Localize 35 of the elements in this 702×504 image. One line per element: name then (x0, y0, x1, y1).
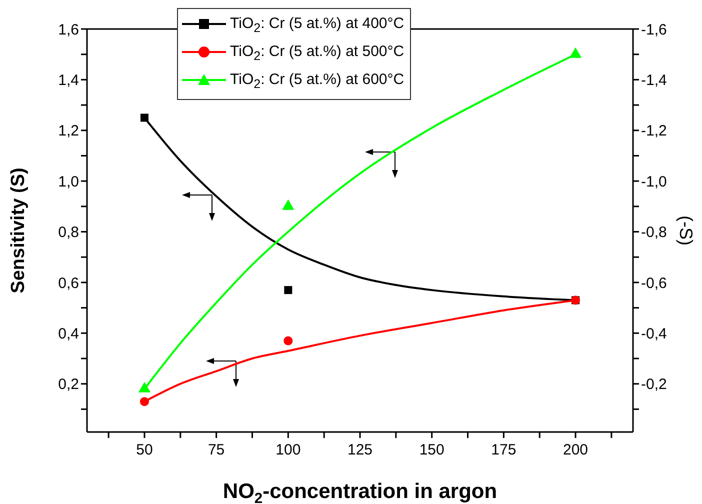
point (284, 286, 292, 294)
point (569, 47, 582, 58)
y2-tick-label: -1,0 (641, 173, 667, 190)
point (140, 114, 148, 122)
x-tick-label: 50 (136, 442, 153, 459)
y-tick-label: 0,6 (58, 274, 79, 292)
y2-tick-label: -0,8 (641, 224, 667, 242)
x-tick-label: 200 (563, 442, 588, 459)
x-tick-label: 175 (491, 442, 516, 459)
y2-tick-label: -0,6 (641, 274, 667, 292)
point (282, 199, 294, 210)
y-tick-label: 0,8 (58, 224, 79, 242)
legend-label: TiO$_{2}$: Cr (5 at.%) at 600°C (230, 71, 404, 91)
y2-tick-label: -0,4 (641, 325, 667, 342)
y-tick-label: 1,2 (58, 122, 79, 140)
y-tick-label: 1,4 (58, 72, 79, 90)
point (140, 397, 149, 406)
x-tick-label: 75 (208, 442, 225, 459)
y2-tick-label: -1,4 (641, 72, 667, 90)
y2-tick-label: -1,6 (641, 21, 667, 38)
y-tick-label: 1,0 (58, 173, 79, 190)
x-axis-title: NO$_{2}$-concentration in argon (222, 480, 498, 504)
y-tick-label: 1,6 (58, 21, 79, 38)
y-tick-label: 0,2 (58, 376, 79, 394)
legend-label: TiO$_{2}$: Cr (5 at.%) at 500°C (230, 43, 404, 63)
legend-label: TiO$_{2}$: Cr (5 at.%) at 400°C (230, 15, 404, 35)
x-tick-label: 125 (347, 442, 373, 459)
point (284, 336, 293, 346)
y2-tick-label: -1,2 (641, 122, 667, 140)
x-tick-label: 150 (419, 442, 444, 459)
x-tick-label: 100 (276, 442, 301, 459)
y2-tick-label: -0,2 (641, 376, 667, 394)
y2-axis-title: (-S) (676, 216, 696, 246)
y-tick-label: 0,4 (58, 325, 79, 342)
y-axis-title: Sensitivity (S) (8, 168, 29, 294)
